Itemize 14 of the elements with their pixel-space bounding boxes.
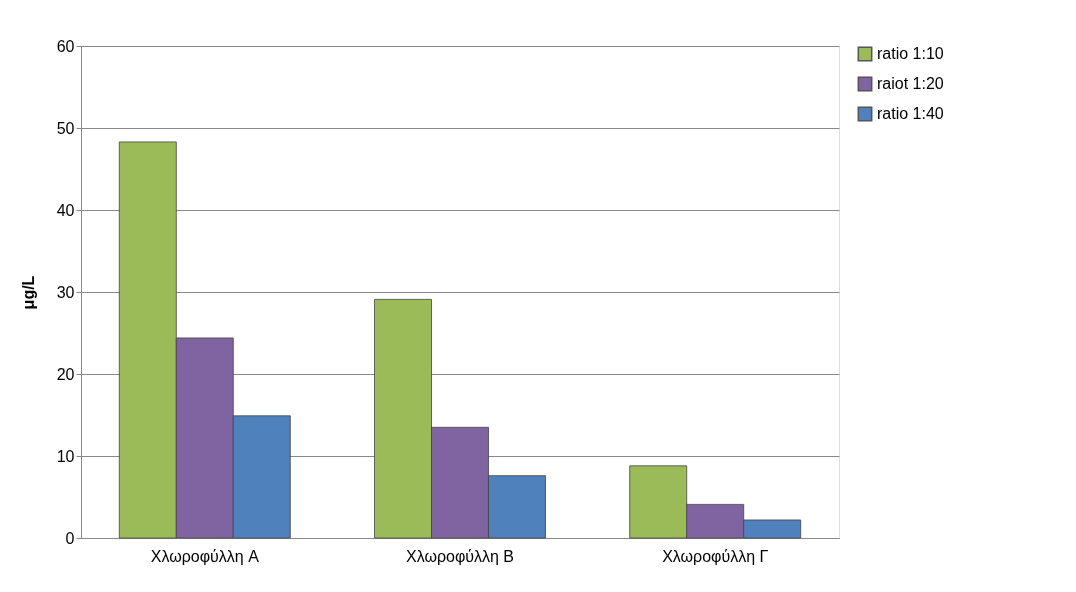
- y-tick-label: 50: [56, 119, 75, 137]
- legend-label: ratio 1:10: [877, 45, 944, 62]
- y-tick-label: 30: [56, 283, 75, 301]
- legend-label: raiot 1:20: [877, 75, 944, 92]
- y-axis-title: μg/L: [19, 275, 37, 310]
- x-tick-label: Χλωροφύλλη B: [405, 547, 515, 565]
- y-tick-label: 60: [56, 37, 75, 55]
- x-tick-label: Χλωροφύλλη Γ: [662, 547, 769, 565]
- x-tick-label: Χλωροφύλλη A: [150, 547, 260, 565]
- y-tick-label: 20: [56, 365, 75, 383]
- y-tick-label: 40: [56, 201, 75, 219]
- y-tick-label: 10: [56, 447, 75, 465]
- y-tick-label: 0: [65, 529, 75, 547]
- legend-label: ratio 1:40: [877, 105, 944, 122]
